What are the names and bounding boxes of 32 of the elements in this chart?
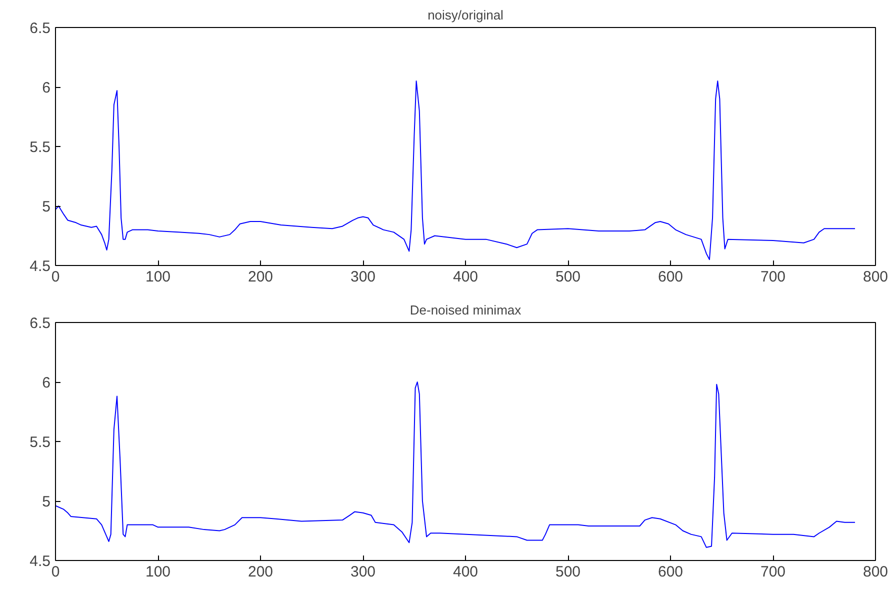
y-tick-label: 6.5 xyxy=(30,315,51,332)
x-tick-label: 100 xyxy=(145,564,171,580)
x-tick-label: 600 xyxy=(658,564,684,580)
line-series xyxy=(56,80,856,260)
x-tick-label: 800 xyxy=(862,268,888,286)
x-tick-label: 200 xyxy=(248,268,274,286)
y-tick-label: 6.5 xyxy=(30,20,51,37)
line-series xyxy=(56,382,856,548)
y-tick-label: 5.5 xyxy=(30,139,51,156)
y-tick-label: 4.5 xyxy=(30,553,51,570)
y-tick-label: 6 xyxy=(42,374,50,392)
x-tick-label: 100 xyxy=(145,268,171,286)
y-tick-label: 5 xyxy=(42,494,50,510)
x-tick-label: 700 xyxy=(760,268,786,286)
y-tick-label: 5.5 xyxy=(30,434,51,451)
x-tick-label: 300 xyxy=(350,268,376,286)
x-tick-label: 700 xyxy=(760,564,786,580)
x-tick-label: 800 xyxy=(862,564,888,580)
x-tick-label: 600 xyxy=(658,268,684,286)
chart-title: noisy/original xyxy=(428,8,504,22)
x-tick-label: 0 xyxy=(51,268,60,286)
x-tick-label: 200 xyxy=(248,564,274,580)
x-tick-label: 500 xyxy=(555,268,581,286)
x-tick-label: 400 xyxy=(452,564,478,580)
y-tick-label: 6 xyxy=(42,80,50,96)
x-tick-label: 0 xyxy=(51,564,60,580)
x-tick-label: 300 xyxy=(350,564,376,580)
chart-title: De-noised minimax xyxy=(410,302,522,318)
y-tick-label: 4.5 xyxy=(30,258,51,275)
y-tick-label: 5 xyxy=(42,198,50,216)
x-tick-label: 500 xyxy=(555,564,581,580)
x-tick-label: 400 xyxy=(452,268,478,286)
